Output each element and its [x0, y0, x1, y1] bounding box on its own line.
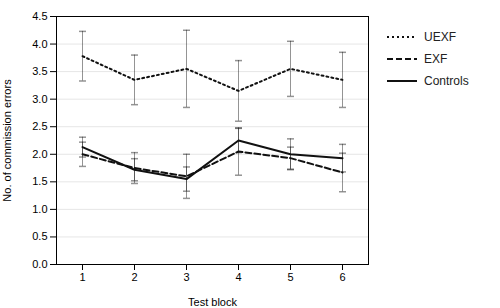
svg-text:3.0: 3.0 — [32, 93, 47, 105]
html-text:Controls: Controls — [424, 74, 469, 88]
svg-text:3: 3 — [183, 271, 189, 283]
svg-text:2.5: 2.5 — [32, 120, 47, 132]
svg-text:6: 6 — [339, 271, 345, 283]
svg-text:0.0: 0.0 — [32, 258, 47, 270]
svg-text:3.5: 3.5 — [32, 65, 47, 77]
svg-text:4: 4 — [235, 271, 241, 283]
svg-text:No. of commission errors: No. of commission errors — [1, 79, 13, 202]
html-text:UEXF: UEXF — [424, 30, 456, 44]
svg-text:0.5: 0.5 — [32, 230, 47, 242]
svg-text:5: 5 — [287, 271, 293, 283]
svg-text:1.5: 1.5 — [32, 175, 47, 187]
svg-text:4.5: 4.5 — [32, 10, 47, 22]
svg-text:Test block: Test block — [188, 296, 237, 308]
svg-text:1.0: 1.0 — [32, 203, 47, 215]
svg-text:4.0: 4.0 — [32, 38, 47, 50]
svg-text:2: 2 — [131, 271, 137, 283]
html-text:EXF: EXF — [424, 52, 448, 66]
svg-text:1: 1 — [79, 271, 85, 283]
svg-text:2.0: 2.0 — [32, 148, 47, 160]
